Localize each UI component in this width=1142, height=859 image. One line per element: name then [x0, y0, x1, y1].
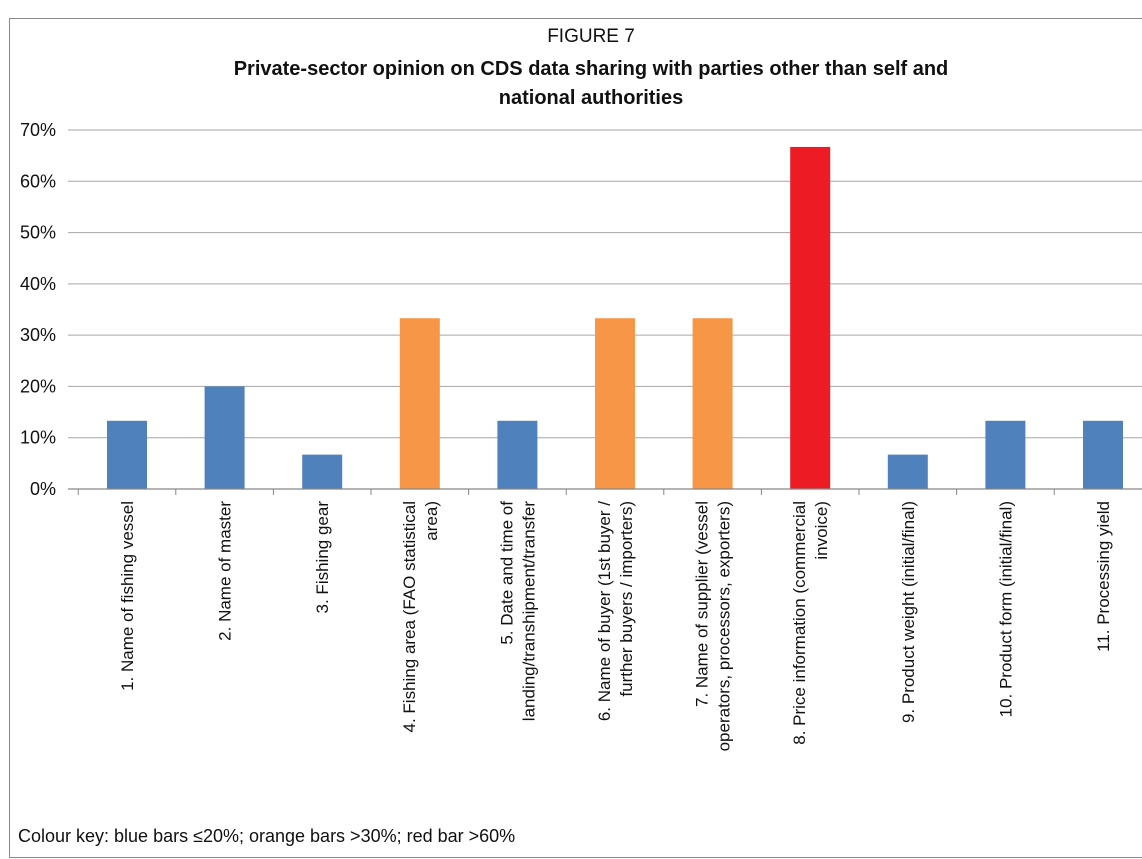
bar: [1083, 420, 1123, 489]
bar: [204, 386, 245, 489]
x-category-label-line: landing/transhipment/transfer: [519, 501, 538, 722]
y-tick-label: 10%: [20, 428, 56, 448]
x-category-label-line: area): [422, 501, 441, 541]
x-category-label: 5. Date and time of landing/transhipment/…: [497, 501, 538, 722]
chart-title-line-2: national authorities: [498, 87, 684, 109]
bar: [595, 318, 635, 489]
x-category-label-line: 2. Name of master: [216, 501, 235, 641]
bar: [985, 420, 1026, 489]
bar-chart: 0% 10% 20% 30% 40% 50% 60% 70% 1. Name of fishi…: [20, 120, 1142, 752]
x-category-label: 4. Fishing area (FAO statistical area): [400, 501, 441, 732]
x-category-label-line: 11. Processing yield: [1094, 501, 1113, 652]
colour-key-note: Colour key: blue bars ≤20%; orange bars …: [18, 826, 516, 846]
chart-title: Private-sector opinion on CDS data shari…: [0, 55, 1142, 113]
x-category-label: 1. Name of fishing vessel: [118, 501, 137, 691]
x-category-label: 2. Name of master: [216, 501, 235, 641]
figure-label: FIGURE 7: [547, 26, 635, 47]
x-category-label-line: 5. Date and time of: [497, 501, 516, 645]
x-category-label: 11. Processing yield: [1094, 501, 1113, 652]
bar: [887, 454, 928, 489]
x-category-label: 3. Fishing gear: [313, 501, 332, 614]
x-category-label-line: 6. Name of buyer (1st buyer /: [595, 501, 614, 721]
bar: [399, 318, 440, 489]
y-tick-label: 60%: [20, 171, 56, 191]
x-category-label-line: invoice): [812, 501, 831, 560]
x-category-label-line: 7. Name of supplier (vessel: [693, 501, 712, 707]
x-category-label-line: 4. Fishing area (FAO statistical: [400, 501, 419, 732]
y-tick-label: 40%: [20, 274, 56, 294]
x-category-label: 10. Product form (initial/final): [996, 501, 1015, 717]
x-category-label: 6. Name of buyer (1st buyer / further buy…: [595, 501, 636, 721]
x-category-label-line: 8. Price information (commercial: [790, 501, 809, 745]
bar: [790, 146, 831, 489]
x-category-label-line: operators, processors, exporters): [715, 501, 734, 751]
y-axis-tick-labels: 0% 10% 20% 30% 40% 50% 60% 70%: [20, 120, 56, 499]
x-category-label-line: 1. Name of fishing vessel: [118, 501, 137, 691]
bar: [692, 318, 733, 489]
bar: [302, 454, 343, 489]
x-axis-category-labels: 1. Name of fishing vessel 2. Name of mast…: [118, 501, 1113, 752]
x-category-label-line: 10. Product form (initial/final): [996, 501, 1015, 717]
bars: [107, 146, 1123, 489]
page-top-strip: [0, 0, 1142, 18]
x-category-label: 9. Product weight (initial/final): [899, 501, 918, 723]
y-tick-label: 0%: [30, 479, 56, 499]
chart-title-line-1: Private-sector opinion on CDS data shari…: [233, 58, 949, 80]
x-axis: [68, 488, 1142, 495]
y-tick-label: 30%: [20, 325, 56, 345]
y-tick-label: 50%: [20, 223, 56, 243]
bar: [497, 420, 538, 489]
x-category-label: 8. Price information (commercial invoice): [790, 501, 831, 745]
bar: [107, 420, 147, 489]
x-category-label-line: 3. Fishing gear: [313, 501, 332, 614]
x-category-label: 7. Name of supplier (vessel operators, pr…: [693, 501, 734, 751]
y-tick-label: 20%: [20, 376, 56, 396]
x-category-label-line: 9. Product weight (initial/final): [899, 501, 918, 723]
x-category-label-line: further buyers / importers): [617, 501, 636, 697]
y-tick-label: 70%: [20, 120, 56, 140]
